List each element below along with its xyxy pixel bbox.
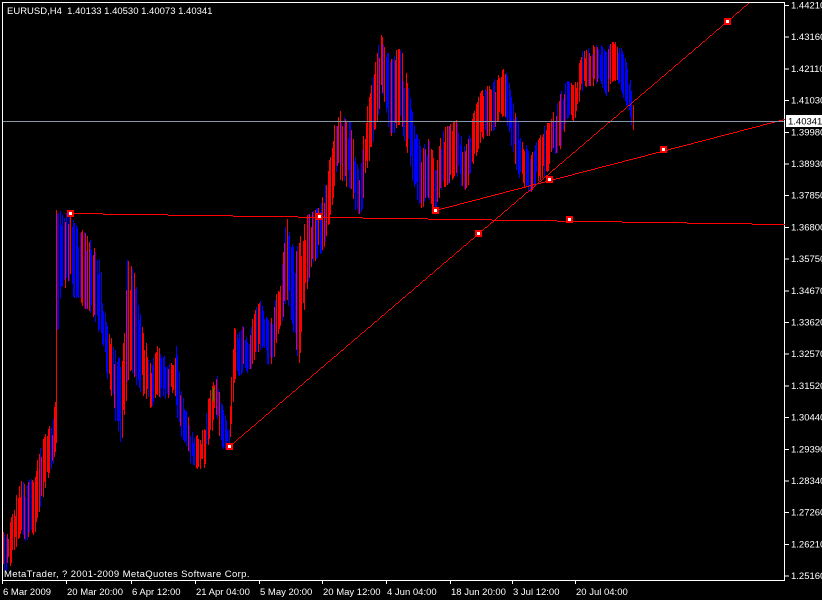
svg-text:1.42110: 1.42110 bbox=[791, 64, 822, 75]
svg-text:1.36800: 1.36800 bbox=[791, 222, 822, 233]
svg-text:20 May 12:00: 20 May 12:00 bbox=[323, 587, 381, 598]
svg-text:3 Jul 12:00: 3 Jul 12:00 bbox=[513, 587, 559, 598]
svg-text:1.39980: 1.39980 bbox=[791, 127, 822, 138]
svg-text:1.26210: 1.26210 bbox=[791, 539, 822, 550]
svg-text:1.32570: 1.32570 bbox=[791, 349, 822, 360]
svg-text:1.43160: 1.43160 bbox=[791, 32, 822, 43]
svg-text:1.35750: 1.35750 bbox=[791, 254, 822, 265]
svg-text:20 Mar 20:00: 20 Mar 20:00 bbox=[67, 587, 123, 598]
svg-text:5 May 20:00: 5 May 20:00 bbox=[260, 587, 312, 598]
svg-text:1.41030: 1.41030 bbox=[791, 96, 822, 107]
svg-text:MetaTrader, ? 2001-2009 MetaQu: MetaTrader, ? 2001-2009 MetaQuotes Softw… bbox=[4, 569, 250, 580]
svg-text:EURUSD,H4 1.40133 1.40530 1.4: EURUSD,H4 1.40133 1.40530 1.40073 1.4034… bbox=[7, 6, 212, 17]
svg-text:20 Jul 04:00: 20 Jul 04:00 bbox=[576, 587, 628, 598]
svg-text:1.27260: 1.27260 bbox=[791, 508, 822, 519]
svg-text:1.31520: 1.31520 bbox=[791, 381, 822, 392]
svg-text:1.33620: 1.33620 bbox=[791, 318, 822, 329]
svg-text:6 Apr 12:00: 6 Apr 12:00 bbox=[132, 587, 181, 598]
svg-text:21 Apr 04:00: 21 Apr 04:00 bbox=[196, 587, 250, 598]
svg-text:4 Jun 04:00: 4 Jun 04:00 bbox=[387, 587, 437, 598]
svg-text:1.34670: 1.34670 bbox=[791, 286, 822, 297]
svg-text:1.29390: 1.29390 bbox=[791, 444, 822, 455]
svg-text:1.25160: 1.25160 bbox=[791, 571, 822, 582]
svg-text:6 Mar 2009: 6 Mar 2009 bbox=[3, 587, 51, 598]
svg-text:1.30440: 1.30440 bbox=[791, 413, 822, 424]
svg-text:18 Jun 20:00: 18 Jun 20:00 bbox=[451, 587, 506, 598]
svg-text:1.28340: 1.28340 bbox=[791, 476, 822, 487]
svg-text:1.38930: 1.38930 bbox=[791, 159, 822, 170]
svg-text:1.40341: 1.40341 bbox=[788, 117, 822, 128]
svg-text:1.37850: 1.37850 bbox=[791, 191, 822, 202]
svg-text:1.44210: 1.44210 bbox=[791, 1, 822, 12]
